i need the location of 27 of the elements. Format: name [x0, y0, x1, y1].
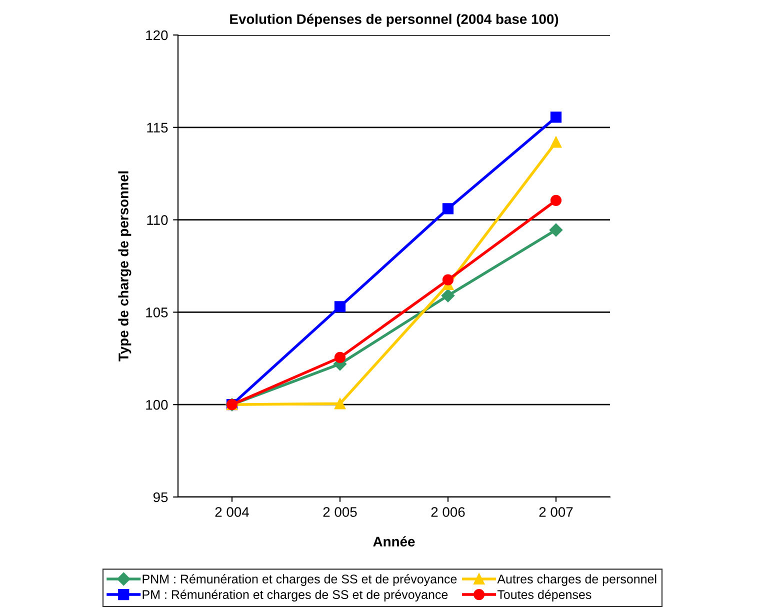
point	[442, 274, 454, 286]
y-axis-title: Type de charge de personnel	[118, 171, 132, 362]
x-tick-label: 2 006	[431, 507, 465, 517]
point	[549, 223, 563, 237]
point	[550, 194, 562, 206]
legend-label: Autres charges de personnel	[497, 574, 656, 586]
point	[334, 301, 346, 312]
y-tick-label: 95	[153, 492, 168, 502]
y-tick-label: 115	[147, 122, 168, 133]
y-tick-label: 110	[147, 215, 168, 225]
point	[334, 398, 346, 410]
chart-title: Evolution Dépenses de personnel (2004 base 100)	[230, 14, 558, 27]
point	[442, 203, 454, 214]
legend-label: Toutes dépenses	[497, 590, 592, 602]
legend-label: PM : Rémunération et charges de SS et de prévoyance	[142, 590, 448, 602]
point	[550, 136, 562, 148]
x-axis-title: Année	[373, 536, 415, 547]
point	[441, 288, 455, 302]
x-tick-label: 2 004	[215, 507, 249, 517]
point	[334, 352, 346, 364]
y-tick-label: 100	[146, 400, 168, 410]
legend-label: PNM : Rémunération et charges de SS et de prévoyance	[142, 574, 457, 586]
x-tick-label: 2 005	[323, 507, 357, 517]
y-tick-label: 120	[146, 30, 168, 40]
x-tick-label: 2 007	[539, 507, 573, 517]
point	[550, 112, 562, 123]
y-tick-label: 105	[146, 308, 168, 318]
